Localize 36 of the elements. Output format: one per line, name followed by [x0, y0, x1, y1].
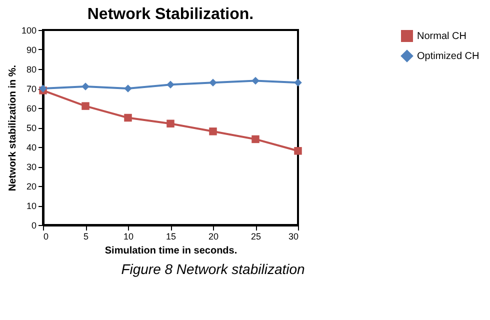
x-tick-label: 20 [208, 232, 219, 242]
y-tick-label: 50 [26, 123, 36, 133]
y-tick-label: 60 [26, 104, 36, 114]
point [209, 78, 217, 87]
y-tick-label: 100 [21, 26, 36, 36]
x-tick-label: 0 [44, 232, 49, 242]
x-axis-title: Simulation time in seconds. [104, 246, 238, 256]
x-tick-label: 10 [123, 232, 134, 242]
point [82, 102, 90, 110]
point [252, 135, 260, 144]
x-tick-label: 5 [83, 232, 89, 242]
chart-title: Network Stabilization. [87, 6, 254, 23]
point [124, 114, 132, 122]
y-tick-label: 70 [26, 84, 36, 94]
x-tick-label: 30 [288, 232, 298, 242]
caption: Figure 8 Network stabilization [121, 261, 306, 277]
point [124, 84, 132, 92]
legend-label: Normal CH [417, 31, 466, 42]
point [166, 80, 174, 88]
y-tick-label: 90 [26, 45, 36, 55]
point [209, 128, 217, 136]
point [82, 82, 90, 90]
y-tick-label: 20 [26, 182, 36, 192]
y-tick-label: 30 [26, 162, 36, 172]
point [166, 120, 174, 128]
point [294, 78, 302, 87]
y-tick-label: 80 [26, 64, 36, 74]
point [294, 147, 302, 155]
x-tick-label: 25 [250, 232, 262, 242]
x-tick-label: 15 [166, 232, 176, 242]
y-tick-label: 40 [26, 142, 36, 152]
y-axis-title: Network stabilization in %. [7, 64, 18, 192]
point [252, 76, 260, 85]
legend-label: Optimized CH [417, 51, 480, 62]
y-tick-label: 0 [31, 220, 36, 230]
y-tick-label: 10 [26, 201, 36, 211]
